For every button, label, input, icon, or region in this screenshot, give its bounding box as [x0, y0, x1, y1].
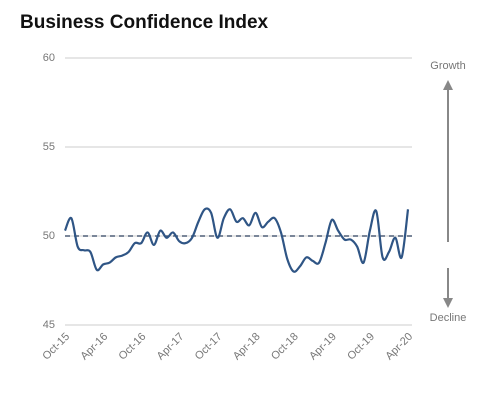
x-tick-label: Oct-16	[117, 331, 149, 363]
x-tick-label: Apr-18	[231, 331, 263, 363]
y-tick-label: 45	[43, 319, 55, 331]
arrow-head	[443, 298, 453, 308]
y-tick-label: 60	[43, 52, 55, 64]
annotation: Growth	[430, 60, 465, 72]
chart-title: Business Confidence Index	[20, 12, 269, 33]
y-tick-label: 50	[43, 230, 55, 242]
x-tick-label: Apr-19	[307, 331, 339, 363]
x-tick-label: Apr-16	[78, 331, 110, 363]
x-tick-label: Oct-15	[40, 331, 72, 363]
x-tick-label: Apr-20	[383, 331, 415, 363]
x-tick-label: Oct-18	[269, 331, 301, 363]
x-tick-label: Oct-19	[345, 331, 377, 363]
annotation: Decline	[430, 312, 467, 324]
arrow-head	[443, 80, 453, 90]
y-tick-label: 55	[43, 141, 55, 153]
data-line	[63, 207, 410, 273]
x-tick-label: Apr-17	[155, 331, 187, 363]
x-tick-label: Oct-17	[193, 331, 225, 363]
